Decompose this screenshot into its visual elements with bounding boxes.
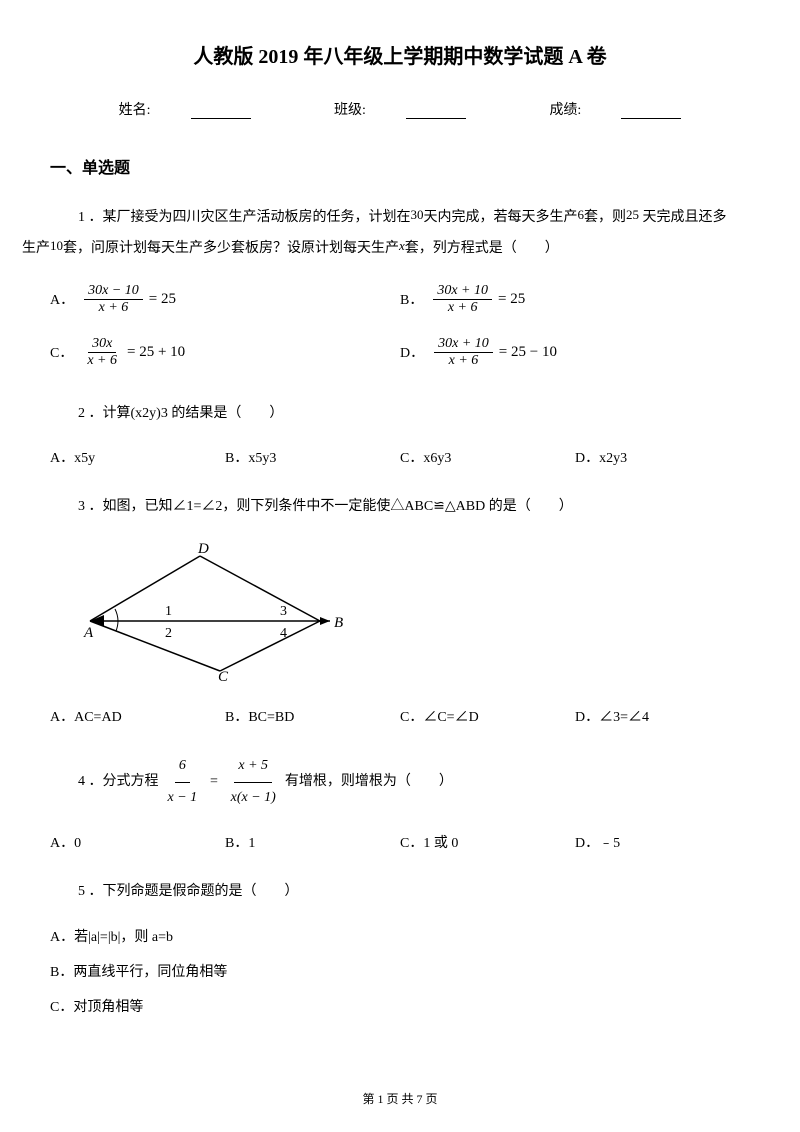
q2-option-a: A．x5y (50, 447, 225, 467)
q3-options: A．AC=AD B．BC=BD C．∠C=∠D D．∠3=∠4 (50, 706, 750, 726)
q2-option-b: B．x5y3 (225, 447, 400, 467)
q4-option-a: A．0 (50, 832, 225, 852)
q4-options: A．0 B．1 C．1 或 0 D．﹣5 (50, 832, 750, 852)
svg-text:C: C (218, 669, 229, 681)
q4-option-b: B．1 (225, 832, 400, 852)
q4-option-c: C．1 或 0 (400, 832, 575, 852)
question-2: 2 ．计算(x2y)3 的结果是（ ） (50, 399, 750, 430)
question-1: 1 ．某厂接受为四川灾区生产活动板房的任务，计划在30天内完成，若每天多生产6套… (50, 203, 750, 265)
question-5: 5 ．下列命题是假命题的是（ ） (50, 877, 750, 908)
q3-option-c: C．∠C=∠D (400, 706, 575, 726)
name-field: 姓名: (99, 103, 271, 118)
q3-diagram: A B C D 1 2 3 4 (70, 541, 750, 686)
q1-option-d: D． 30x + 10x + 6 = 25 − 10 (400, 336, 750, 369)
q2-options: A．x5y B．x5y3 C．x6y3 D．x2y3 (50, 447, 750, 467)
svg-text:A: A (83, 625, 94, 641)
q2-option-d: D．x2y3 (575, 447, 750, 467)
info-row: 姓名: 班级: 成绩: (50, 99, 750, 119)
q5-prop-b: B．两直线平行，同位角相等 (50, 961, 750, 981)
question-4: 4 ．分式方程 6x − 1 = x + 5x(x − 1) 有增根，则增根为（… (78, 751, 750, 814)
svg-text:D: D (197, 541, 209, 557)
q5-prop-a: A．若|a|=|b|，则 a=b (50, 926, 750, 946)
svg-text:3: 3 (280, 604, 287, 619)
question-3: 3 ．如图，已知∠1=∠2，则下列条件中不一定能使△ABC≌△ABD 的是（ ） (50, 492, 750, 523)
svg-text:4: 4 (280, 626, 287, 641)
q4-option-d: D．﹣5 (575, 832, 750, 852)
svg-text:2: 2 (165, 626, 172, 641)
page-title: 人教版 2019 年八年级上学期期中数学试题 A 卷 (50, 40, 750, 69)
q1-option-b: B． 30x + 10x + 6 = 25 (400, 283, 750, 316)
q3-option-a: A．AC=AD (50, 706, 225, 726)
q1-option-c: C． 30xx + 6 = 25 + 10 (50, 336, 400, 369)
q3-option-b: B．BC=BD (225, 706, 400, 726)
section-header: 一、单选题 (50, 154, 750, 178)
q1-options-row2: C． 30xx + 6 = 25 + 10 D． 30x + 10x + 6 =… (50, 336, 750, 369)
svg-text:1: 1 (165, 604, 172, 619)
class-field: 班级: (314, 103, 486, 118)
svg-text:B: B (334, 615, 343, 631)
q1-option-a: A． 30x − 10x + 6 = 25 (50, 283, 400, 316)
q1-options-row1: A． 30x − 10x + 6 = 25 B． 30x + 10x + 6 =… (50, 283, 750, 316)
q5-prop-c: C．对顶角相等 (50, 996, 750, 1016)
q3-option-d: D．∠3=∠4 (575, 706, 750, 726)
page-footer: 第 1 页 共 7 页 (0, 1090, 800, 1107)
q2-option-c: C．x6y3 (400, 447, 575, 467)
score-field: 成绩: (529, 103, 701, 118)
